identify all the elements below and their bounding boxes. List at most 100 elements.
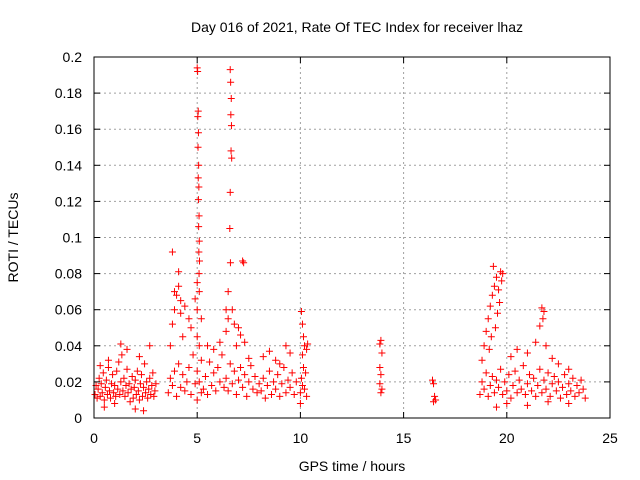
- data-point: [509, 382, 517, 390]
- data-point: [507, 394, 515, 402]
- data-point: [538, 304, 546, 312]
- data-point: [241, 371, 249, 379]
- data-point: [216, 378, 224, 386]
- data-point: [299, 333, 307, 341]
- data-point: [431, 392, 439, 400]
- data-point: [210, 345, 218, 353]
- data-point: [491, 324, 499, 332]
- data-point: [488, 372, 496, 380]
- data-point: [177, 297, 185, 305]
- data-point: [170, 306, 178, 314]
- data-point: [542, 342, 550, 350]
- data-point: [232, 342, 240, 350]
- data-point: [170, 288, 178, 296]
- data-point: [228, 380, 236, 388]
- data-point: [118, 351, 126, 359]
- data-point: [119, 387, 127, 395]
- data-point: [98, 389, 106, 397]
- data-point: [228, 306, 236, 314]
- data-point: [189, 351, 197, 359]
- data-point: [559, 383, 567, 391]
- data-point: [278, 380, 286, 388]
- data-point: [222, 327, 230, 335]
- data-point: [197, 315, 205, 323]
- data-point: [177, 309, 185, 317]
- data-point: [193, 367, 201, 375]
- data-point: [484, 315, 492, 323]
- x-tick-label: 10: [293, 430, 309, 446]
- data-point: [121, 392, 129, 400]
- data-point: [143, 378, 151, 386]
- data-point: [111, 400, 119, 408]
- data-point: [539, 315, 547, 323]
- data-point: [126, 398, 134, 406]
- data-point: [120, 374, 128, 382]
- data-point: [197, 389, 205, 397]
- data-point: [214, 363, 222, 371]
- data-point: [123, 365, 131, 373]
- data-point: [201, 372, 209, 380]
- data-point: [495, 286, 503, 294]
- data-point: [204, 342, 212, 350]
- data-point: [226, 224, 234, 232]
- data-point: [290, 391, 298, 399]
- data-point: [554, 378, 562, 386]
- data-point: [265, 367, 273, 375]
- data-point: [532, 338, 540, 346]
- data-point: [195, 237, 203, 245]
- data-point: [227, 95, 235, 103]
- data-point: [152, 380, 160, 388]
- data-point: [197, 356, 205, 364]
- data-point: [567, 387, 575, 395]
- y-tick-label: 0.16: [55, 121, 82, 137]
- data-point: [523, 401, 531, 409]
- data-point: [195, 378, 203, 386]
- data-point: [513, 389, 521, 397]
- data-point: [135, 353, 143, 361]
- x-axis-label: GPS time / hours: [299, 458, 406, 474]
- data-point: [505, 371, 513, 379]
- data-point: [193, 396, 201, 404]
- data-point: [523, 380, 531, 388]
- data-point: [497, 365, 505, 373]
- data-point: [222, 306, 230, 314]
- data-point: [546, 392, 554, 400]
- chart-title: Day 016 of 2021, Rate Of TEC Index for r…: [191, 19, 523, 35]
- data-point: [195, 288, 203, 296]
- data-point: [230, 320, 238, 328]
- data-point: [251, 372, 259, 380]
- data-point: [480, 385, 488, 393]
- data-point: [199, 385, 207, 393]
- data-point: [139, 392, 147, 400]
- data-point: [298, 351, 306, 359]
- data-point: [140, 407, 148, 415]
- data-point: [216, 338, 224, 346]
- data-point: [170, 367, 178, 375]
- data-point: [257, 387, 265, 395]
- data-point: [116, 391, 124, 399]
- data-point: [195, 223, 203, 231]
- data-point: [579, 385, 587, 393]
- data-point: [268, 391, 276, 399]
- x-tick-label: 20: [499, 430, 515, 446]
- y-tick-labels: 0 0.02 0.04 0.06 0.08 0.1 0.12 0.14 0.16 0.18 0.2: [55, 49, 82, 426]
- data-point: [96, 392, 104, 400]
- data-point: [117, 378, 125, 386]
- x-tick-label: 15: [396, 430, 412, 446]
- data-point: [573, 382, 581, 390]
- y-axis-label: ROTI / TECUs: [5, 193, 21, 283]
- data-point: [134, 387, 142, 395]
- data-point: [104, 363, 112, 371]
- data-point: [263, 382, 271, 390]
- data-point: [224, 315, 232, 323]
- data-point: [91, 391, 99, 399]
- data-point: [486, 302, 494, 310]
- data-point: [111, 382, 119, 390]
- data-point: [204, 391, 212, 399]
- data-point: [137, 371, 145, 379]
- data-point: [227, 122, 235, 130]
- data-point: [173, 392, 181, 400]
- data-point: [523, 349, 531, 357]
- data-point: [195, 183, 203, 191]
